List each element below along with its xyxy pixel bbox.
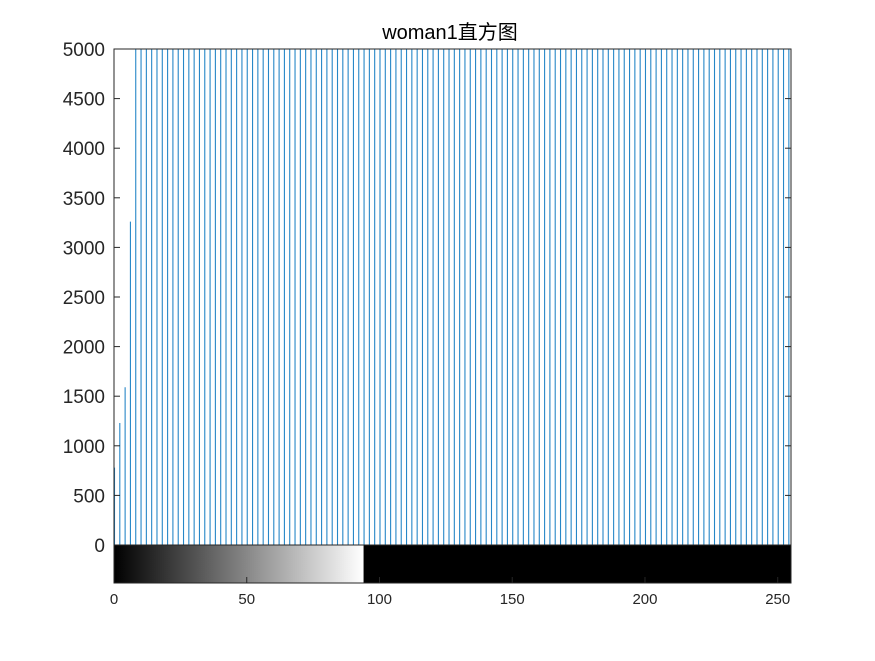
y-tick-label: 1000: [63, 437, 105, 458]
x-tick-label: 250: [765, 591, 790, 608]
plot-axes: [113, 48, 792, 583]
y-tick-labels: 0 500 1000 1500 2000 2500 3000 3500 4000 4500 5000: [63, 40, 105, 557]
x-tick-label: 100: [367, 591, 392, 608]
y-tick-label: 2000: [63, 338, 105, 359]
chart-title: woman1直方图: [381, 21, 518, 44]
colorbar-black-segment: [363, 545, 791, 583]
y-tick-label: 4500: [63, 90, 105, 111]
y-tick-label: 5000: [63, 40, 105, 61]
x-tick-label: 150: [500, 591, 525, 608]
y-tick-label: 2500: [63, 288, 105, 309]
x-tick-labels: 0 50 100 150 200 250: [110, 591, 790, 608]
y-tick-label: 500: [73, 486, 105, 507]
x-tick-label: 50: [238, 591, 255, 608]
colorbar-gradient: [114, 545, 364, 583]
y-tick-label: 3000: [63, 238, 105, 259]
y-tick-label: 0: [94, 536, 105, 557]
gray-colorbar: [113, 544, 792, 584]
y-tick-label: 4000: [63, 139, 105, 160]
x-tick-label: 200: [632, 591, 657, 608]
y-tick-label: 1500: [63, 387, 105, 408]
x-tick-label: 0: [110, 591, 118, 608]
histogram-stems: [113, 49, 790, 545]
y-tick-label: 3500: [63, 189, 105, 210]
